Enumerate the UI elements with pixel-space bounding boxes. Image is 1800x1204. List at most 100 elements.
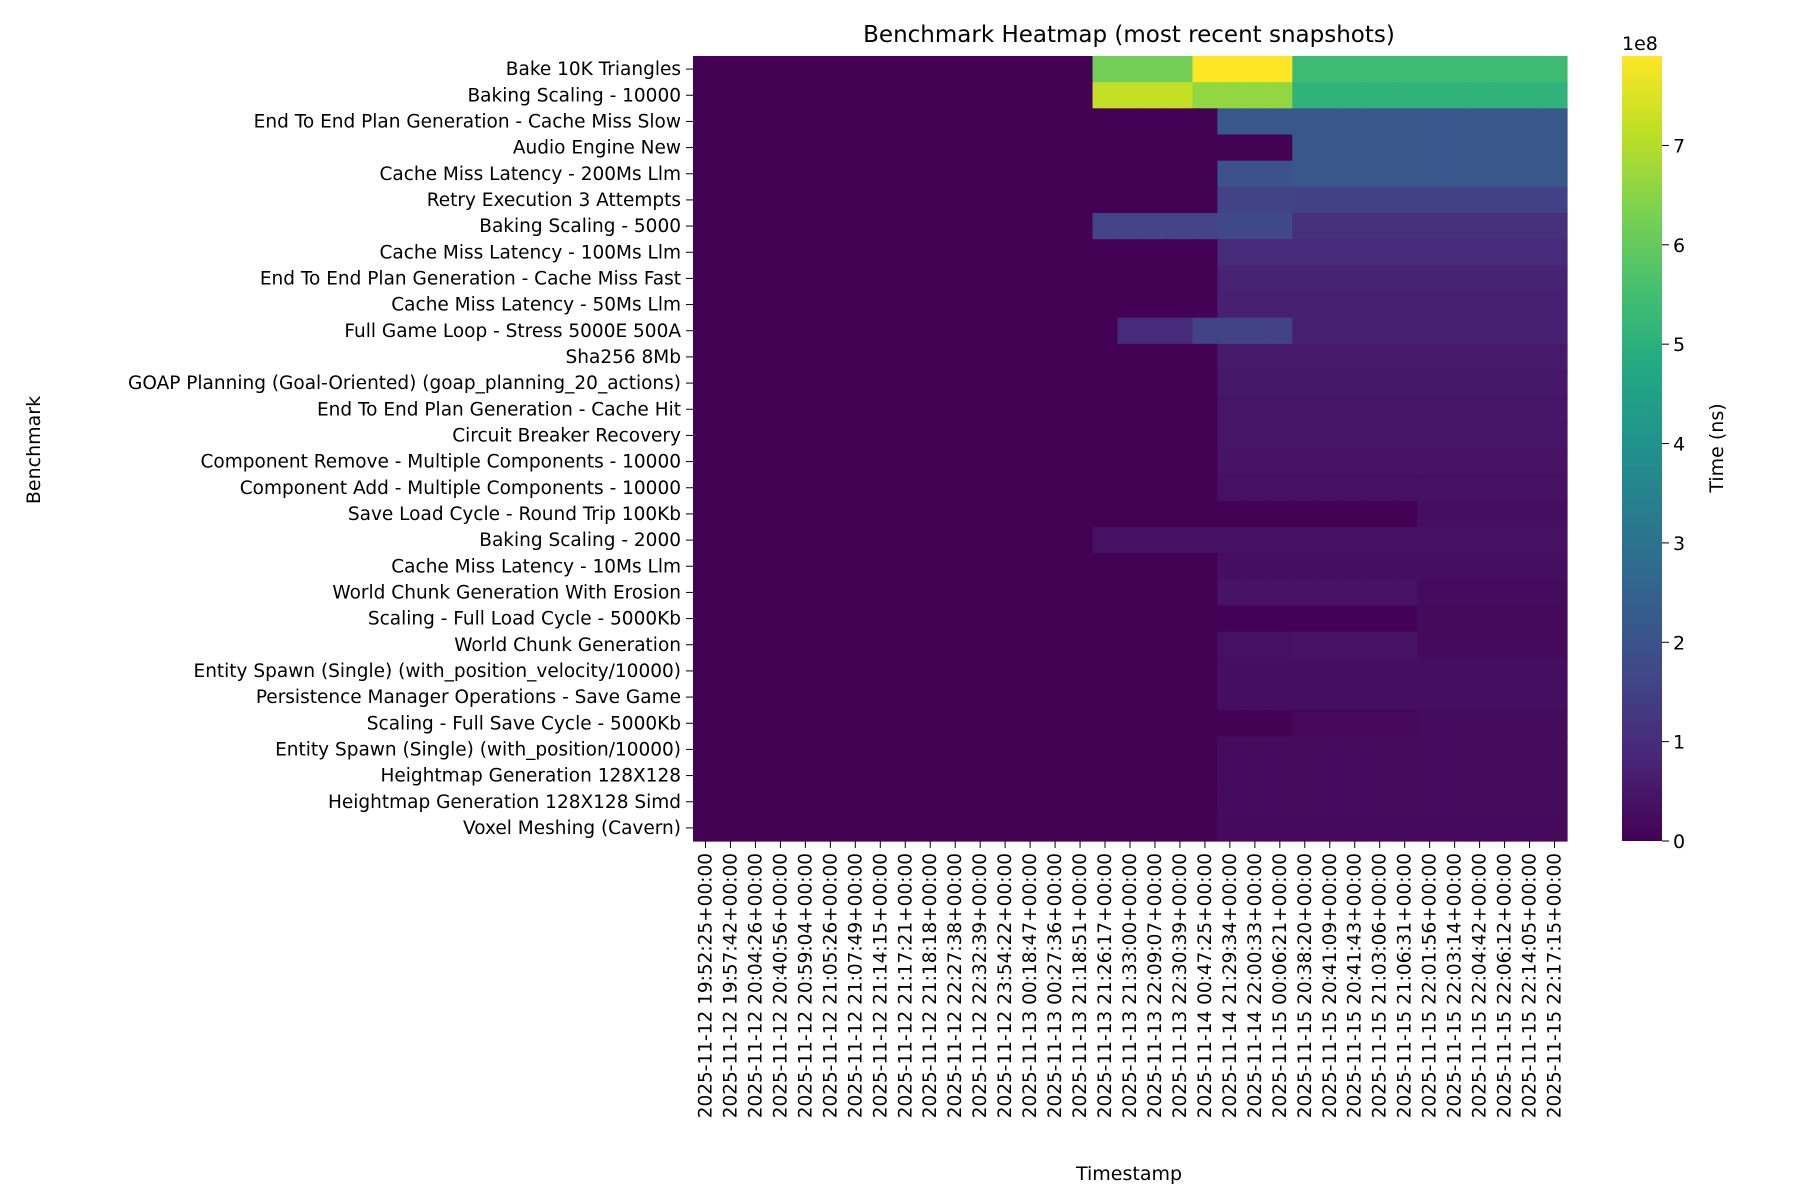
heatmap-cell — [992, 657, 1019, 685]
heatmap-cell — [1342, 239, 1368, 266]
heatmap-cell — [842, 56, 869, 83]
heatmap-cell — [1142, 134, 1169, 162]
heatmap-cell — [1442, 553, 1468, 580]
heatmap-cell — [1542, 396, 1568, 423]
heatmap-cell — [1092, 317, 1119, 345]
heatmap-cell — [1367, 134, 1393, 162]
heatmap-cell — [1517, 631, 1543, 659]
heatmap-cell — [942, 762, 969, 790]
heatmap-cell — [1017, 396, 1044, 423]
heatmap-cell — [1342, 291, 1368, 319]
heatmap-cell — [693, 160, 719, 188]
heatmap-cell — [1492, 134, 1518, 162]
heatmap-cell — [867, 448, 894, 476]
heatmap-cell — [1042, 788, 1069, 816]
heatmap-cell — [1292, 291, 1318, 319]
heatmap-cell — [792, 422, 819, 450]
heatmap-cell — [1092, 684, 1119, 711]
heatmap-cell — [1117, 186, 1144, 214]
column-tick-label: 2025-11-14 21:29:34+00:00 — [1220, 853, 1241, 1118]
heatmap-cell — [1467, 527, 1493, 554]
heatmap-cell — [1392, 317, 1418, 345]
heatmap-cell — [892, 343, 919, 371]
column-tick-label: 2025-11-13 00:18:47+00:00 — [1020, 853, 1041, 1118]
heatmap-cell — [717, 736, 744, 764]
heatmap-cell — [792, 213, 819, 240]
heatmap-cell — [1367, 500, 1393, 528]
heatmap-cell — [1167, 265, 1194, 293]
heatmap-cell — [1367, 82, 1393, 109]
heatmap-cell — [992, 370, 1019, 397]
heatmap-cell — [1217, 657, 1243, 685]
heatmap-cell — [842, 788, 869, 816]
heatmap-cell — [1342, 213, 1368, 240]
heatmap-cell — [967, 396, 994, 423]
heatmap-cell — [1217, 605, 1243, 633]
heatmap-cell — [717, 343, 744, 371]
heatmap-cell — [1392, 710, 1418, 737]
heatmap-cell — [742, 265, 769, 293]
heatmap-cell — [1292, 579, 1318, 607]
heatmap-cell — [1117, 474, 1144, 502]
heatmap-cell — [693, 500, 719, 528]
heatmap-cell — [1017, 291, 1044, 319]
heatmap-cell — [967, 527, 994, 554]
heatmap-cell — [1517, 343, 1543, 371]
heatmap-cell — [1067, 736, 1094, 764]
heatmap-cell — [717, 500, 744, 528]
heatmap-cell — [1367, 108, 1393, 136]
heatmap-cell — [1467, 213, 1493, 240]
heatmap-cell — [1142, 788, 1169, 816]
heatmap-cell — [1517, 684, 1543, 711]
heatmap-cell — [1092, 527, 1119, 554]
heatmap-cell — [1367, 474, 1393, 502]
heatmap-cell — [892, 317, 919, 345]
heatmap-cell — [717, 684, 744, 711]
heatmap-cell — [1167, 291, 1194, 319]
heatmap-cell — [1067, 684, 1094, 711]
heatmap-cell — [1467, 657, 1493, 685]
heatmap-cell — [1042, 317, 1069, 345]
heatmap-cell — [1517, 814, 1543, 842]
heatmap-cell — [1267, 631, 1293, 659]
heatmap-cell — [1342, 500, 1368, 528]
heatmap-cell — [767, 291, 794, 319]
heatmap-cell — [1117, 422, 1144, 450]
heatmap-cell — [1142, 448, 1169, 476]
heatmap-cell — [917, 814, 944, 842]
heatmap-cell — [1442, 736, 1468, 764]
heatmap-cell — [1492, 527, 1518, 554]
heatmap-cell — [1092, 186, 1119, 214]
heatmap-cell — [892, 370, 919, 397]
heatmap-cell — [817, 239, 844, 266]
heatmap-cell — [1017, 579, 1044, 607]
heatmap-cell — [1217, 474, 1243, 502]
heatmap-cell — [1492, 239, 1518, 266]
heatmap-cell — [1267, 186, 1293, 214]
heatmap-cell — [942, 474, 969, 502]
heatmap-cell — [817, 710, 844, 737]
heatmap-cell — [1517, 527, 1543, 554]
heatmap-cell — [1417, 343, 1443, 371]
heatmap-cell — [1542, 788, 1568, 816]
heatmap-cell — [817, 343, 844, 371]
heatmap-cell — [1267, 56, 1293, 83]
heatmap-cell — [1467, 56, 1493, 83]
heatmap-cell — [767, 605, 794, 633]
heatmap-cell — [1292, 422, 1318, 450]
heatmap-cell — [1417, 160, 1443, 188]
heatmap-cell — [1417, 239, 1443, 266]
heatmap-cell — [842, 396, 869, 423]
heatmap-cell — [1392, 684, 1418, 711]
heatmap-cell — [1242, 788, 1268, 816]
heatmap-cell — [1442, 160, 1468, 188]
heatmap-cell — [1042, 500, 1069, 528]
heatmap-cell — [1442, 108, 1468, 136]
heatmap-cell — [817, 500, 844, 528]
heatmap-cell — [1517, 82, 1543, 109]
heatmap-cell — [1142, 553, 1169, 580]
heatmap-cell — [1467, 265, 1493, 293]
heatmap-cell — [1242, 684, 1268, 711]
heatmap-cell — [1267, 396, 1293, 423]
heatmap-cell — [1192, 657, 1218, 685]
